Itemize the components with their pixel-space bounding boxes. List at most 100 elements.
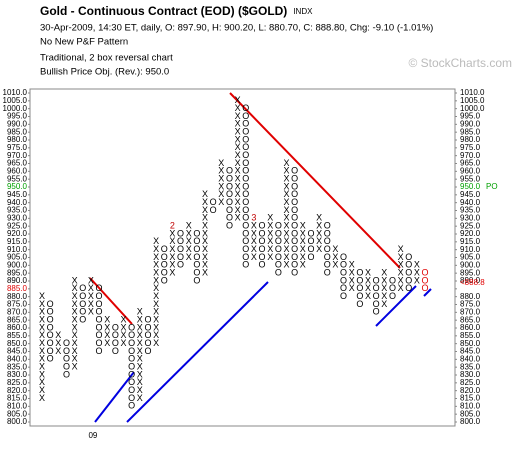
x-box: X: [104, 322, 110, 332]
x-box: X: [414, 260, 420, 270]
x-box: X: [414, 275, 420, 285]
o-box: O: [291, 166, 298, 176]
x-box: X: [235, 127, 241, 137]
x-box: X: [267, 244, 273, 254]
y-tick-label: 960.0: [7, 166, 28, 175]
x-box: X: [235, 166, 241, 176]
o-box: O: [226, 221, 233, 231]
x-box: X: [169, 244, 175, 254]
y-tick-label: 990.0: [7, 119, 28, 128]
x-box: X: [235, 189, 241, 199]
o-box: O: [291, 205, 298, 215]
o-box: O: [128, 385, 135, 395]
o-box: O: [259, 221, 266, 231]
x-box: X: [267, 236, 273, 246]
x-box: X: [365, 291, 371, 301]
o-box: O: [389, 283, 396, 293]
y-tick-label: 930.0: [7, 213, 28, 222]
resistance-line: [89, 277, 133, 325]
o-box: O: [275, 244, 282, 254]
o-box: O: [307, 228, 314, 238]
x-box: X: [55, 346, 61, 356]
x-box: X: [283, 166, 289, 176]
x-box: X: [332, 244, 338, 254]
o-box: O: [47, 346, 54, 356]
o-box: O: [389, 291, 396, 301]
x-box: X: [153, 291, 159, 301]
x-box: X: [72, 315, 78, 325]
y2-tick-label: 805.0: [460, 409, 481, 418]
x-box: X: [120, 330, 126, 340]
o-box: O: [96, 330, 103, 340]
y2-tick-label: 930.0: [460, 213, 481, 222]
x-box: X: [332, 252, 338, 262]
o-box: O: [128, 377, 135, 387]
x-box: X: [235, 197, 241, 207]
o-box: O: [340, 291, 347, 301]
o-box: O: [356, 268, 363, 278]
o-box: O: [242, 221, 249, 231]
pattern: No New P&F Pattern: [40, 37, 128, 48]
x-box: X: [39, 291, 45, 301]
o-box: O: [63, 369, 70, 379]
x-box: X: [283, 260, 289, 270]
y-tick-label: 830.0: [7, 370, 28, 379]
o-box: O: [193, 275, 200, 285]
x-box: X: [235, 111, 241, 121]
x-box: X: [300, 252, 306, 262]
y2-tick-label: 810.0: [460, 401, 481, 410]
o-box: O: [226, 205, 233, 215]
o-box: O: [405, 283, 412, 293]
x-box: X: [186, 236, 192, 246]
x-box: X: [39, 377, 45, 387]
y2-tick-label: 900.0: [460, 260, 481, 269]
x-box: X: [316, 221, 322, 231]
y-tick-label: 835.0: [7, 362, 28, 371]
x-box: X: [186, 228, 192, 238]
price-objective-text: Bullish Price Obj. (Rev.): 950.0: [40, 67, 169, 78]
y2-tick-label: 1000.0: [460, 104, 485, 113]
x-box: X: [202, 260, 208, 270]
x-box: X: [251, 236, 257, 246]
x-box: X: [218, 181, 224, 191]
o-box: O: [259, 228, 266, 238]
o-box: O: [226, 174, 233, 184]
y-tick-label: 995.0: [7, 112, 28, 121]
x-box: X: [88, 275, 94, 285]
o-box: O: [242, 205, 249, 215]
y2-tick-label: 985.0: [460, 127, 481, 136]
x-box: X: [202, 197, 208, 207]
o-box: O: [161, 268, 168, 278]
o-box: O: [161, 244, 168, 254]
y2-tick-label: 845.0: [460, 347, 481, 356]
x-box: X: [202, 205, 208, 215]
y2-tick-label: 875.0: [460, 300, 481, 309]
o-box: O: [144, 338, 151, 348]
x-box: X: [169, 228, 175, 238]
x-box: X: [39, 385, 45, 395]
o-box: O: [291, 228, 298, 238]
o-box: O: [226, 181, 233, 191]
o-box: O: [242, 174, 249, 184]
x-box: X: [186, 252, 192, 262]
x-box: X: [235, 205, 241, 215]
o-box: O: [307, 244, 314, 254]
x-box: X: [202, 236, 208, 246]
x-box: X: [283, 221, 289, 231]
x-box: X: [283, 213, 289, 223]
o-box: O: [79, 283, 86, 293]
x-box: X: [300, 221, 306, 231]
o-box: O: [291, 252, 298, 262]
x-box: X: [153, 338, 159, 348]
o-box: O: [128, 322, 135, 332]
x-box: X: [153, 307, 159, 317]
x-box: X: [267, 252, 273, 262]
y-tick-label: 1000.0: [3, 104, 28, 113]
x-box: X: [72, 322, 78, 332]
x-box: X: [72, 299, 78, 309]
x-box: X: [39, 393, 45, 403]
o-box: O: [242, 252, 249, 262]
o-box: O: [128, 369, 135, 379]
o-box: O: [340, 260, 347, 270]
o-box: O: [193, 252, 200, 262]
